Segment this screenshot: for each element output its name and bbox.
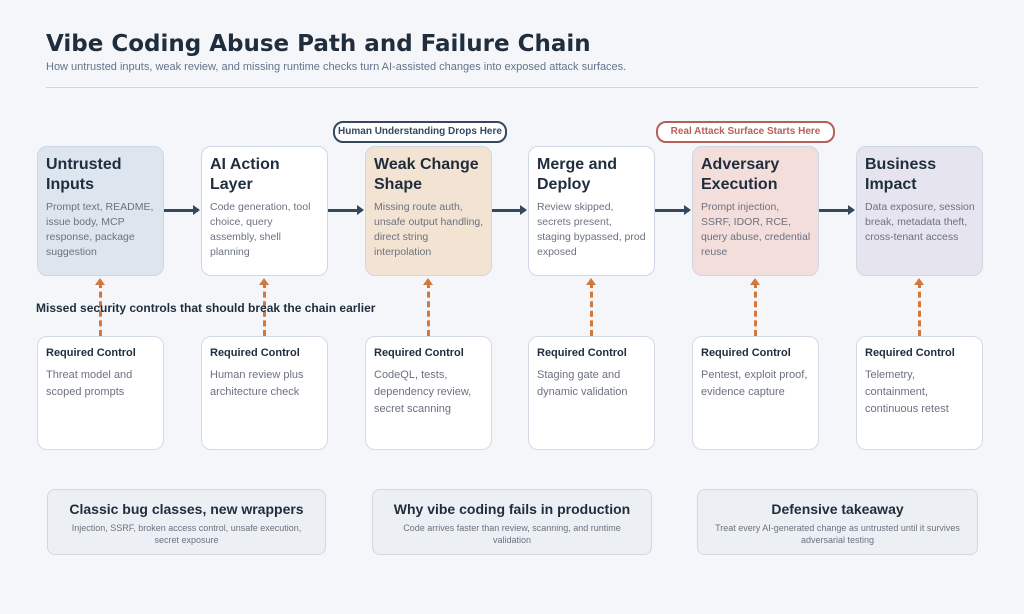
- stage-desc: Data exposure, session break, metadata t…: [865, 201, 975, 243]
- stage-title: Untrusted Inputs: [46, 156, 122, 193]
- control-card: Required Control Threat model and scoped …: [37, 336, 164, 450]
- note-card: Defensive takeaway Treat every AI-generat…: [697, 489, 978, 555]
- note-title: Defensive takeaway: [771, 501, 904, 517]
- control-card: Required Control CodeQL, tests, dependenc…: [365, 336, 492, 450]
- note-card: Classic bug classes, new wrappers Injecti…: [47, 489, 326, 555]
- page-title: Vibe Coding Abuse Path and Failure Chain: [46, 31, 591, 57]
- stage-card: Adversary Execution Prompt injection, SSR…: [692, 146, 819, 276]
- stage-title: AI Action Layer: [210, 156, 280, 193]
- control-heading: Required Control: [865, 347, 955, 359]
- flow-arrow: [328, 205, 364, 215]
- page-subtitle: How untrusted inputs, weak review, and m…: [46, 61, 627, 73]
- flow-arrow: [655, 205, 691, 215]
- stage-desc: Code generation, tool choice, query asse…: [210, 201, 311, 258]
- missed-controls-label: Missed security controls that should bre…: [36, 301, 376, 315]
- flow-arrow: [164, 205, 200, 215]
- control-link-arrow: [95, 278, 105, 336]
- control-text: Threat model and scoped prompts: [46, 369, 133, 398]
- control-text: Telemetry, containment, continuous retes…: [865, 369, 949, 415]
- control-card: Required Control Staging gate and dynamic…: [528, 336, 655, 450]
- stage-title: Weak Change Shape: [374, 156, 479, 193]
- stage-desc: Missing route auth, unsafe output handli…: [374, 201, 484, 258]
- note-text: Treat every AI-generated change as untru…: [715, 523, 960, 545]
- note-text: Injection, SSRF, broken access control, …: [71, 523, 302, 545]
- stage-desc: Prompt injection, SSRF, IDOR, RCE, query…: [701, 201, 811, 258]
- control-card: Required Control Pentest, exploit proof, …: [692, 336, 819, 450]
- control-card: Required Control Human review plus archit…: [201, 336, 328, 450]
- control-text: Human review plus architecture check: [210, 369, 304, 398]
- callout-human-understanding: Human Understanding Drops Here: [333, 121, 507, 143]
- control-text: CodeQL, tests, dependency review, secret…: [374, 369, 472, 415]
- stage-card: AI Action Layer Code generation, tool cho…: [201, 146, 328, 276]
- stage-title: Merge and Deploy: [537, 156, 618, 193]
- note-title: Classic bug classes, new wrappers: [69, 501, 304, 517]
- stage-title: Business Impact: [865, 156, 937, 193]
- control-card: Required Control Telemetry, containment, …: [856, 336, 983, 450]
- control-link-arrow: [750, 278, 760, 336]
- control-link-arrow: [423, 278, 433, 336]
- note-text: Code arrives faster than review, scannin…: [403, 523, 621, 545]
- stage-desc: Review skipped, secrets present, staging…: [537, 201, 646, 258]
- divider: [46, 87, 978, 88]
- control-link-arrow: [586, 278, 596, 336]
- stage-title: Adversary Execution: [701, 156, 780, 193]
- control-text: Staging gate and dynamic validation: [537, 369, 628, 398]
- control-heading: Required Control: [210, 347, 300, 359]
- stage-card: Untrusted Inputs Prompt text, README, iss…: [37, 146, 164, 276]
- stage-desc: Prompt text, README, issue body, MCP res…: [46, 201, 154, 258]
- note-card: Why vibe coding fails in production Code …: [372, 489, 652, 555]
- control-heading: Required Control: [537, 347, 627, 359]
- control-heading: Required Control: [701, 347, 791, 359]
- stage-card: Business Impact Data exposure, session br…: [856, 146, 983, 276]
- callout-attack-surface: Real Attack Surface Starts Here: [656, 121, 835, 143]
- flow-arrow: [492, 205, 527, 215]
- stage-card: Merge and Deploy Review skipped, secrets …: [528, 146, 655, 276]
- control-link-arrow: [914, 278, 924, 336]
- control-heading: Required Control: [374, 347, 464, 359]
- note-title: Why vibe coding fails in production: [393, 501, 631, 517]
- control-link-arrow: [259, 278, 269, 336]
- control-text: Pentest, exploit proof, evidence capture: [701, 369, 808, 398]
- flow-arrow: [819, 205, 855, 215]
- control-heading: Required Control: [46, 347, 136, 359]
- stage-card: Weak Change Shape Missing route auth, uns…: [365, 146, 492, 276]
